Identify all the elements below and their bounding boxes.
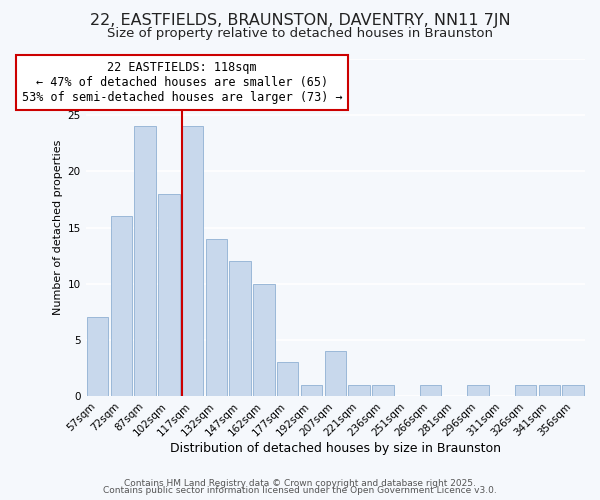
Text: Contains HM Land Registry data © Crown copyright and database right 2025.: Contains HM Land Registry data © Crown c… — [124, 478, 476, 488]
Bar — [158, 194, 179, 396]
Bar — [253, 284, 275, 396]
Bar — [206, 239, 227, 396]
Bar — [325, 351, 346, 396]
Bar — [277, 362, 298, 396]
Text: Contains public sector information licensed under the Open Government Licence v3: Contains public sector information licen… — [103, 486, 497, 495]
Bar — [134, 126, 156, 396]
X-axis label: Distribution of detached houses by size in Braunston: Distribution of detached houses by size … — [170, 442, 501, 455]
Text: 22 EASTFIELDS: 118sqm
← 47% of detached houses are smaller (65)
53% of semi-deta: 22 EASTFIELDS: 118sqm ← 47% of detached … — [22, 61, 342, 104]
Bar — [229, 262, 251, 396]
Y-axis label: Number of detached properties: Number of detached properties — [53, 140, 64, 315]
Bar — [87, 318, 108, 396]
Bar — [539, 385, 560, 396]
Bar — [372, 385, 394, 396]
Bar — [420, 385, 441, 396]
Text: Size of property relative to detached houses in Braunston: Size of property relative to detached ho… — [107, 28, 493, 40]
Bar — [562, 385, 584, 396]
Bar — [182, 126, 203, 396]
Bar — [515, 385, 536, 396]
Bar — [349, 385, 370, 396]
Text: 22, EASTFIELDS, BRAUNSTON, DAVENTRY, NN11 7JN: 22, EASTFIELDS, BRAUNSTON, DAVENTRY, NN1… — [89, 12, 511, 28]
Bar — [301, 385, 322, 396]
Bar — [467, 385, 488, 396]
Bar — [110, 216, 132, 396]
